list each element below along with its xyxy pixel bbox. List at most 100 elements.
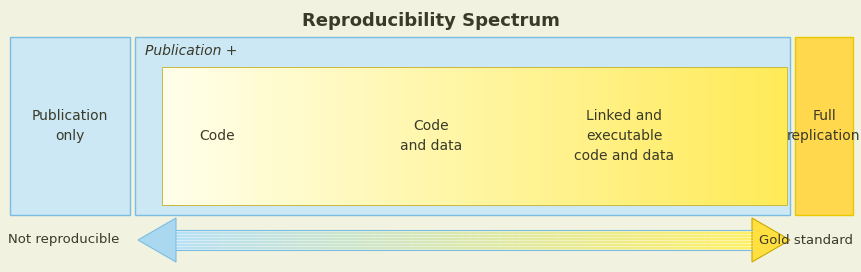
- Bar: [637, 67, 641, 205]
- Bar: [303, 230, 307, 250]
- Bar: [262, 67, 266, 205]
- Bar: [415, 67, 418, 205]
- Bar: [659, 67, 662, 205]
- Bar: [493, 67, 497, 205]
- Bar: [468, 67, 472, 205]
- Bar: [459, 67, 462, 205]
- Bar: [387, 230, 392, 250]
- Bar: [656, 230, 660, 250]
- Bar: [687, 67, 691, 205]
- Bar: [541, 230, 545, 250]
- Text: Gold standard: Gold standard: [759, 233, 853, 246]
- Bar: [749, 67, 753, 205]
- Bar: [422, 230, 426, 250]
- Bar: [503, 67, 506, 205]
- Bar: [587, 67, 591, 205]
- Bar: [356, 230, 361, 250]
- Bar: [530, 230, 534, 250]
- Bar: [162, 67, 787, 205]
- Bar: [177, 67, 182, 205]
- Bar: [709, 230, 714, 250]
- FancyBboxPatch shape: [795, 37, 853, 215]
- Bar: [319, 67, 322, 205]
- Bar: [487, 230, 492, 250]
- Bar: [465, 67, 468, 205]
- Bar: [567, 230, 572, 250]
- Bar: [384, 67, 387, 205]
- Bar: [681, 67, 684, 205]
- Bar: [715, 67, 719, 205]
- Text: Publication
only: Publication only: [32, 109, 108, 143]
- Polygon shape: [138, 218, 176, 262]
- Bar: [299, 230, 303, 250]
- Bar: [221, 67, 225, 205]
- Bar: [378, 67, 381, 205]
- Bar: [699, 67, 703, 205]
- Bar: [318, 230, 322, 250]
- Bar: [572, 67, 575, 205]
- Bar: [449, 230, 453, 250]
- Bar: [709, 67, 713, 205]
- Bar: [264, 230, 269, 250]
- Bar: [443, 67, 447, 205]
- Bar: [695, 230, 699, 250]
- Bar: [509, 67, 512, 205]
- Bar: [456, 230, 461, 250]
- FancyBboxPatch shape: [10, 37, 130, 215]
- Bar: [645, 230, 649, 250]
- Bar: [307, 230, 311, 250]
- Bar: [184, 67, 188, 205]
- Bar: [222, 230, 226, 250]
- Bar: [288, 230, 292, 250]
- Bar: [628, 67, 631, 205]
- Bar: [283, 230, 288, 250]
- Bar: [234, 67, 238, 205]
- Bar: [674, 67, 678, 205]
- Bar: [196, 67, 200, 205]
- Bar: [195, 230, 200, 250]
- Bar: [403, 230, 407, 250]
- Bar: [193, 67, 197, 205]
- Bar: [434, 67, 437, 205]
- Bar: [603, 67, 606, 205]
- Bar: [202, 67, 207, 205]
- Bar: [543, 67, 547, 205]
- Bar: [777, 67, 781, 205]
- Bar: [375, 230, 380, 250]
- Bar: [712, 67, 715, 205]
- Bar: [684, 67, 687, 205]
- Bar: [231, 67, 234, 205]
- Bar: [453, 230, 457, 250]
- Bar: [784, 67, 788, 205]
- Text: Code: Code: [199, 129, 235, 143]
- Bar: [269, 67, 272, 205]
- Bar: [575, 230, 579, 250]
- Bar: [564, 230, 568, 250]
- Bar: [517, 230, 522, 250]
- Bar: [722, 67, 725, 205]
- Bar: [525, 230, 530, 250]
- Bar: [244, 67, 247, 205]
- Bar: [252, 67, 257, 205]
- Bar: [281, 67, 284, 205]
- Bar: [584, 67, 587, 205]
- Bar: [587, 230, 592, 250]
- Bar: [679, 230, 684, 250]
- Bar: [371, 67, 375, 205]
- Bar: [722, 230, 726, 250]
- Bar: [322, 230, 326, 250]
- Bar: [495, 230, 499, 250]
- Bar: [421, 67, 425, 205]
- Bar: [207, 230, 211, 250]
- Bar: [188, 230, 192, 250]
- Bar: [765, 67, 769, 205]
- Bar: [510, 230, 514, 250]
- Bar: [315, 67, 319, 205]
- Bar: [559, 67, 562, 205]
- Bar: [553, 67, 556, 205]
- Bar: [641, 230, 645, 250]
- Bar: [631, 67, 635, 205]
- Bar: [237, 67, 240, 205]
- Bar: [424, 67, 428, 205]
- Bar: [618, 67, 622, 205]
